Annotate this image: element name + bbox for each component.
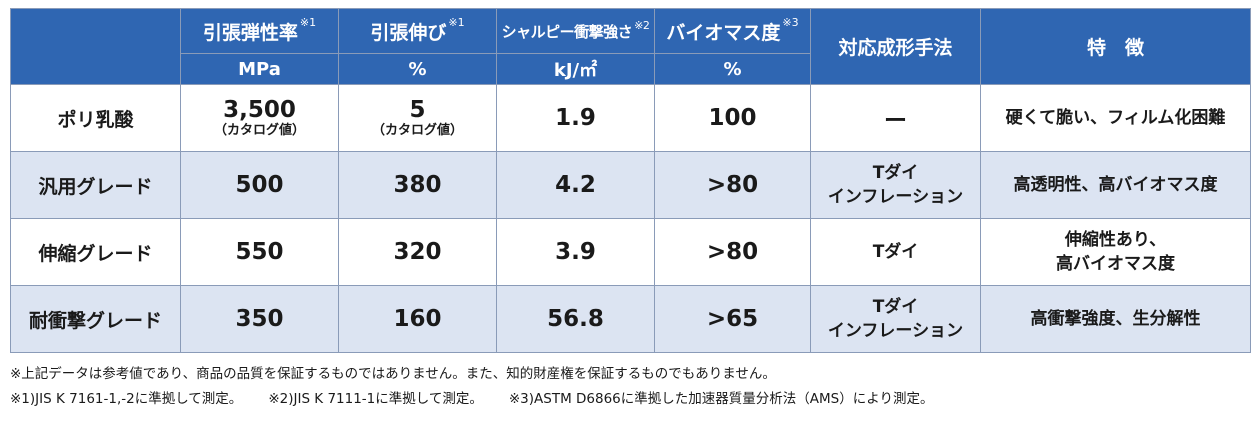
note-marker: ※2 (634, 18, 650, 32)
footnotes: ※上記データは参考値であり、商品の品質を保証するものではありません。また、知的財… (10, 362, 933, 412)
header-feature: 特 徴 (980, 8, 1251, 85)
cell-charpy: 1.9 (496, 84, 655, 152)
cell-modulus: 500 (180, 151, 339, 219)
note-1: ※1)JIS K 7161-1,-2に準拠して測定。 (10, 391, 243, 407)
unit-biomass: % (654, 53, 811, 85)
cell-biomass: 100 (654, 84, 811, 152)
cell-modulus: 550 (180, 218, 339, 286)
row-label: ポリ乳酸 (10, 84, 181, 152)
note-2: ※2)JIS K 7111-1に準拠して測定。 (268, 391, 483, 407)
cell-biomass: >80 (654, 151, 811, 219)
header-row: 引張弾性率 ※1 引張伸び ※1 シャルピー衝撃強さ ※2 バイオマス度 ※3 対応成形… (10, 8, 1251, 85)
table-row: ポリ乳酸 3,500 （カタログ値） 5 （カタログ値） 1.9 100 ー 硬くて… (10, 84, 1251, 152)
header-biomass: バイオマス度 ※3 (654, 8, 811, 54)
cell-modulus: 350 (180, 285, 339, 353)
measurement-notes: ※1)JIS K 7161-1,-2に準拠して測定。 ※2)JIS K 7111-… (10, 387, 933, 412)
cell-method: Tダイ (810, 218, 981, 286)
note-marker: ※1 (299, 15, 317, 29)
row-label: 汎用グレード (10, 151, 181, 219)
row-label: 伸縮グレード (10, 218, 181, 286)
header-tensile-modulus: 引張弾性率 ※1 (180, 8, 339, 54)
table-row: 伸縮グレード 550 320 3.9 >80 Tダイ 伸縮性あり、 高バイオマス度 (10, 218, 1251, 286)
header-tensile-elongation: 引張伸び ※1 (338, 8, 497, 54)
cell-feature: 伸縮性あり、 高バイオマス度 (980, 218, 1251, 286)
header-blank (10, 8, 181, 85)
spec-table: 引張弾性率 ※1 引張伸び ※1 シャルピー衝撃強さ ※2 バイオマス度 ※3 対応成形… (10, 8, 1251, 353)
cell-charpy: 3.9 (496, 218, 655, 286)
cell-modulus: 3,500 （カタログ値） (180, 84, 339, 152)
unit-elongation: % (338, 53, 497, 85)
note-marker: ※3 (782, 15, 799, 29)
cell-biomass: >65 (654, 285, 811, 353)
cell-charpy: 4.2 (496, 151, 655, 219)
cell-elongation: 320 (338, 218, 497, 286)
cell-biomass: >80 (654, 218, 811, 286)
header-method: 対応成形手法 (810, 8, 981, 85)
note-3: ※3)ASTM D6866に準拠した加速器質量分析法（AMS）により測定。 (508, 391, 934, 407)
cell-charpy: 56.8 (496, 285, 655, 353)
row-label: 耐衝撃グレード (10, 285, 181, 353)
cell-feature: 硬くて脆い、フィルム化困難 (980, 84, 1251, 152)
cell-feature: 高衝撃強度、生分解性 (980, 285, 1251, 353)
unit-charpy: kJ/㎡ (496, 53, 655, 85)
note-marker: ※1 (448, 15, 465, 29)
cell-method: Tダイ インフレーション (810, 151, 981, 219)
catalog-note: （カタログ値） (371, 123, 463, 138)
cell-elongation: 160 (338, 285, 497, 353)
table-row: 耐衝撃グレード 350 160 56.8 >65 Tダイ インフレーション 高衝撃… (10, 285, 1251, 353)
catalog-note: （カタログ値） (213, 123, 305, 138)
unit-row: MPa % kJ/㎡ % (11, 53, 1251, 85)
cell-method: Tダイ インフレーション (810, 285, 981, 353)
disclaimer-note: ※上記データは参考値であり、商品の品質を保証するものではありません。また、知的財… (10, 366, 776, 382)
cell-elongation: 5 （カタログ値） (338, 84, 497, 152)
cell-elongation: 380 (338, 151, 497, 219)
cell-feature: 高透明性、高バイオマス度 (980, 151, 1251, 219)
header-charpy: シャルピー衝撃強さ ※2 (496, 8, 655, 54)
table-row: 汎用グレード 500 380 4.2 >80 Tダイ インフレーション 高透明性、… (10, 151, 1251, 219)
spec-table-container: 引張弾性率 ※1 引張伸び ※1 シャルピー衝撃強さ ※2 バイオマス度 ※3 対応成形… (10, 8, 1251, 353)
cell-method: ー (810, 84, 981, 152)
unit-modulus: MPa (180, 53, 339, 85)
